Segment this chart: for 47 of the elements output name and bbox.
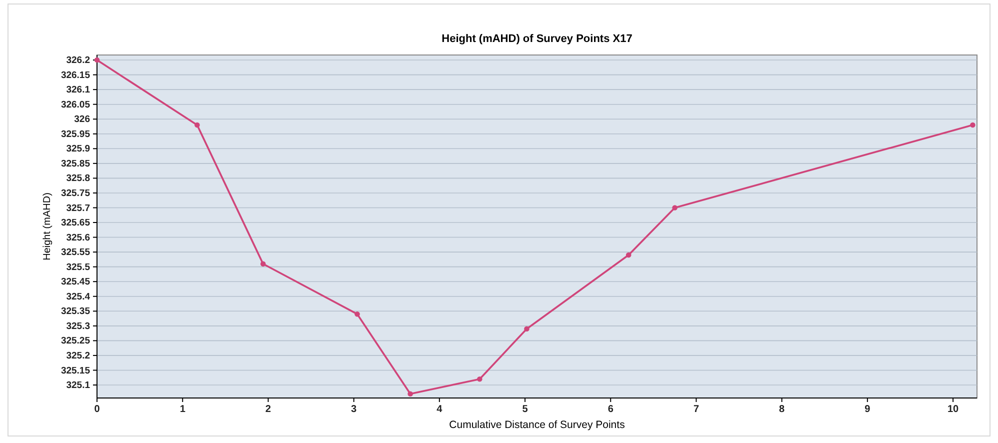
x-tick-label: 8 — [779, 404, 786, 416]
x-tick-label: 0 — [94, 404, 100, 416]
y-tick-label: 325.75 — [60, 188, 91, 200]
point — [970, 122, 976, 128]
y-tick-label: 325.55 — [60, 247, 91, 258]
x-tick-label: 1 — [180, 404, 186, 416]
point — [194, 122, 200, 128]
y-tick-label: 325.65 — [60, 218, 91, 229]
y-tick-label: 325.6 — [66, 232, 90, 244]
y-tick-label: 325.85 — [60, 158, 91, 170]
y-tick-label: 325.4 — [66, 291, 91, 302]
y-tick-label: 326.15 — [60, 70, 91, 81]
y-tick-label: 326.05 — [60, 99, 91, 110]
x-axis-title: Cumulative Distance of Survey Points — [449, 419, 625, 431]
point — [524, 326, 530, 332]
chart-title: Height (mAHD) of Survey Points X17 — [442, 33, 632, 45]
y-axis-title: Height (mAHD) — [42, 192, 53, 260]
point — [354, 311, 360, 317]
x-tick-label: 4 — [436, 404, 443, 416]
x-tick-label: 2 — [265, 404, 272, 416]
y-tick-label: 325.5 — [66, 262, 91, 273]
y-tick-label: 325.2 — [66, 350, 90, 362]
y-tick-label: 326 — [74, 114, 90, 126]
x-tick-label: 9 — [864, 404, 871, 416]
y-tick-label: 325.25 — [60, 336, 91, 347]
y-tick-label: 325.45 — [60, 276, 91, 288]
point — [94, 57, 100, 63]
y-tick-label: 325.7 — [66, 202, 90, 214]
y-tick-label: 325.15 — [60, 365, 91, 376]
y-tick-label: 326.1 — [66, 84, 91, 96]
point — [477, 376, 482, 382]
x-tick-label: 7 — [693, 404, 700, 416]
x-tick-label: 5 — [522, 404, 528, 416]
y-tick-label: 325.35 — [60, 306, 91, 318]
y-tick-label: 325.9 — [66, 144, 90, 155]
y-tick-label: 326.2 — [66, 55, 90, 66]
point — [672, 205, 678, 210]
y-tick-label: 325.3 — [66, 320, 90, 332]
y-tick-label: 325.8 — [66, 173, 90, 184]
x-tick-label: 10 — [947, 404, 960, 416]
point — [260, 261, 266, 267]
y-tick-label: 325.1 — [66, 380, 91, 392]
point — [626, 252, 632, 258]
y-tick-label: 325.95 — [60, 128, 91, 140]
point — [408, 391, 413, 397]
x-tick-label: 6 — [608, 404, 614, 416]
x-tick-label: 3 — [351, 404, 358, 416]
